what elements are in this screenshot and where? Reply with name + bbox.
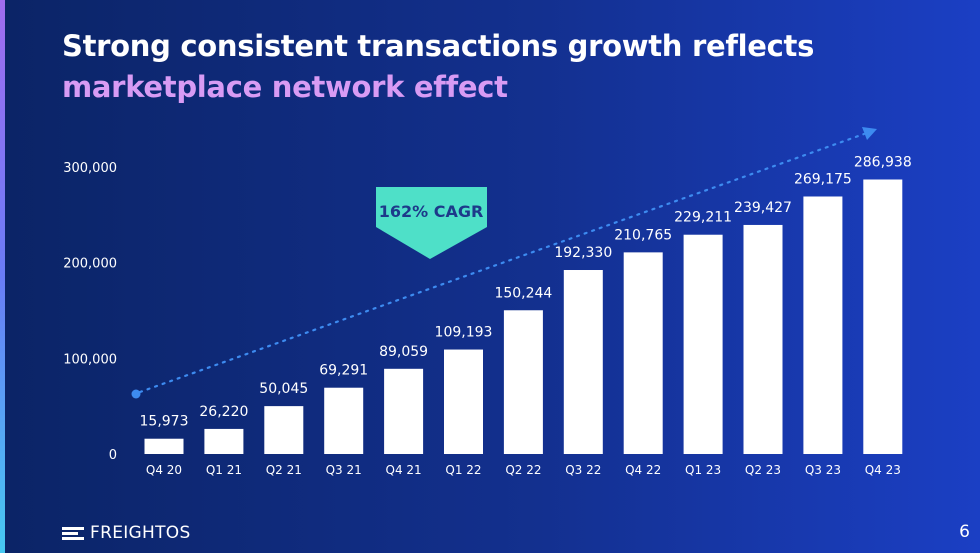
trend-line bbox=[138, 132, 866, 394]
bar bbox=[623, 252, 663, 454]
y-tick-label: 100,000 bbox=[63, 352, 117, 367]
x-tick-label: Q4 21 bbox=[386, 463, 422, 477]
bar bbox=[204, 428, 244, 454]
cagr-badge-label: 162% CAGR bbox=[379, 202, 484, 221]
bar-value-label: 239,427 bbox=[734, 200, 792, 216]
bar bbox=[743, 224, 783, 454]
bar bbox=[444, 349, 483, 454]
x-tick-label: Q4 22 bbox=[625, 463, 661, 477]
bar bbox=[144, 438, 184, 454]
bar-value-label: 210,765 bbox=[614, 227, 672, 243]
slide-title: Strong consistent transactions growth re… bbox=[62, 26, 814, 108]
brand-name: FREIGHTOS bbox=[90, 523, 191, 543]
bar bbox=[503, 310, 543, 454]
x-tick-label: Q2 23 bbox=[745, 463, 781, 477]
bar bbox=[683, 234, 723, 454]
left-accent-bar bbox=[0, 0, 5, 553]
x-tick-label: Q1 23 bbox=[685, 463, 721, 477]
x-tick-label: Q3 21 bbox=[326, 463, 362, 477]
x-tick-label: Q4 20 bbox=[146, 463, 182, 477]
freightos-logo-icon bbox=[62, 526, 84, 540]
bar bbox=[563, 270, 603, 454]
bar bbox=[264, 406, 304, 454]
x-tick-label: Q3 23 bbox=[805, 463, 841, 477]
title-line-1: Strong consistent transactions growth re… bbox=[62, 29, 815, 63]
x-tick-label: Q1 21 bbox=[206, 463, 242, 477]
y-tick-label: 200,000 bbox=[63, 257, 117, 272]
page-number: 6 bbox=[959, 522, 970, 542]
bar bbox=[803, 196, 843, 454]
y-tick-label: 300,000 bbox=[63, 161, 117, 176]
x-tick-label: Q3 22 bbox=[565, 463, 601, 477]
bar-value-label: 269,175 bbox=[794, 171, 852, 187]
y-tick-label: 0 bbox=[109, 448, 117, 463]
bar bbox=[324, 387, 364, 454]
x-tick-label: Q4 23 bbox=[865, 463, 901, 477]
trend-arrowhead-icon bbox=[862, 127, 877, 140]
bar-value-label: 192,330 bbox=[554, 245, 612, 261]
trend-start-dot bbox=[131, 389, 141, 399]
bar-value-label: 15,973 bbox=[140, 414, 189, 430]
bar-value-label: 26,220 bbox=[199, 404, 248, 420]
bar-value-label: 50,045 bbox=[259, 381, 308, 397]
x-tick-label: Q2 22 bbox=[505, 463, 541, 477]
freightos-logo: FREIGHTOS bbox=[62, 522, 191, 544]
x-tick-label: Q2 21 bbox=[266, 463, 302, 477]
bar-value-label: 229,211 bbox=[674, 210, 732, 226]
bar-value-label: 89,059 bbox=[379, 344, 428, 360]
bar bbox=[384, 368, 424, 454]
bar-value-label: 109,193 bbox=[435, 325, 493, 341]
bar bbox=[863, 179, 903, 455]
bar-value-label: 286,938 bbox=[854, 154, 912, 170]
bar-value-label: 150,244 bbox=[494, 285, 552, 301]
cagr-badge bbox=[376, 187, 487, 259]
title-line-2: marketplace network effect bbox=[62, 70, 508, 104]
bar-value-label: 69,291 bbox=[319, 363, 368, 379]
x-tick-label: Q1 22 bbox=[445, 463, 481, 477]
